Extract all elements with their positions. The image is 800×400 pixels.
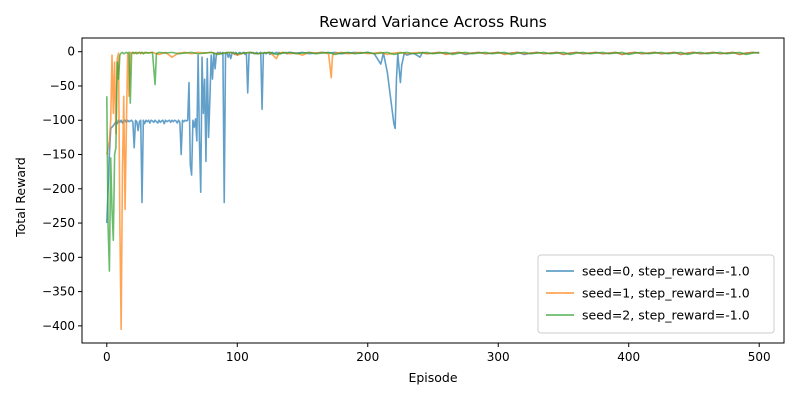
series-line-seed-0 [105,51,760,224]
y-tick-label: −300 [42,250,75,264]
x-tick-label: 200 [356,350,379,364]
y-tick-label: −400 [42,319,75,333]
x-tick-label: 100 [226,350,249,364]
legend-label: seed=2, step_reward=-1.0 [582,308,750,323]
y-tick-label: −350 [42,285,75,299]
x-tick-label: 400 [617,350,640,364]
y-tick-label: −100 [42,113,75,127]
x-tick-label: 300 [487,350,510,364]
legend: seed=0, step_reward=-1.0 seed=1, step_rew… [537,254,775,334]
chart-title: Reward Variance Across Runs [319,13,547,31]
x-tick-label: 500 [748,350,771,364]
plot-frame [81,37,785,344]
legend-label: seed=1, step_reward=-1.0 [582,286,750,301]
y-axis-label: Total Reward [13,157,28,238]
x-tick-label: 0 [103,350,111,364]
y-tick-label: −200 [42,182,75,196]
x-axis-label: Episode [408,370,457,385]
legend-label: seed=0, step_reward=-1.0 [582,264,750,279]
y-tick-label: 0 [67,45,75,59]
series-layer [105,51,760,331]
y-tick-label: −150 [42,148,75,162]
legend-box [537,254,775,334]
y-tick-label: −250 [42,216,75,230]
y-tick-label: −50 [50,79,75,93]
ticks-layer: 0 100 200 300 400 500 0 −50 −100 −150 −200 −250 −300… [42,45,771,364]
series-line-seed-2 [105,51,760,272]
